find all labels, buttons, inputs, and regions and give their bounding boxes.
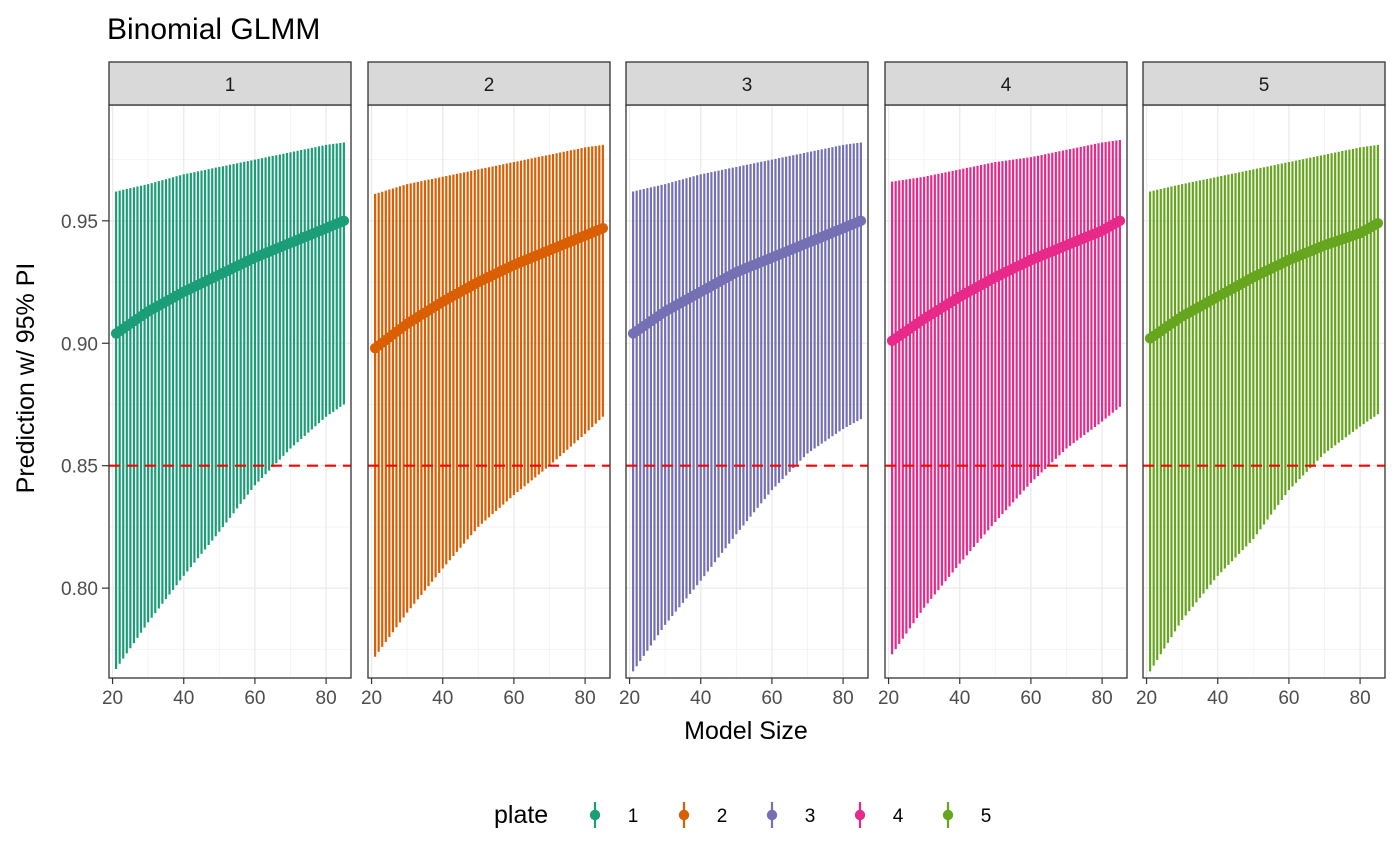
x-tick-label: 40 [173, 688, 194, 709]
y-axis-title: Prediction w/ 95% PI [12, 263, 40, 494]
facet-strip [625, 61, 869, 106]
legend-label: 2 [717, 806, 728, 827]
x-tick-label: 20 [102, 688, 123, 709]
x-axis-title: Model Size [684, 717, 808, 745]
legend-item-5: 5 [942, 802, 992, 828]
legend-key-point [589, 809, 601, 821]
x-tick-label: 60 [244, 688, 265, 709]
x-tick-label: 40 [1207, 688, 1228, 709]
x-tick-label: 60 [1278, 688, 1299, 709]
chart-title: Binomial GLMM [107, 13, 320, 46]
facet-strip-label: 2 [484, 75, 495, 96]
x-tick-label: 60 [503, 688, 524, 709]
prediction-point [1114, 215, 1126, 227]
legend-item-1: 1 [589, 802, 639, 828]
x-tick-label: 20 [619, 688, 640, 709]
prediction-point [1372, 218, 1384, 229]
facet-strip [884, 61, 1128, 106]
x-tick-label: 60 [761, 688, 782, 709]
x-tick-label: 20 [361, 688, 382, 709]
legend: plate 1 2 3 4 5 [494, 801, 991, 829]
x-tick-label: 80 [1092, 688, 1113, 709]
y-tick-label: 0.90 [61, 334, 98, 355]
legend-label: 4 [893, 806, 904, 827]
legend-key-point [854, 809, 866, 821]
legend-item-3: 3 [766, 802, 816, 828]
legend-label: 1 [628, 806, 639, 827]
x-tick-label: 60 [1020, 688, 1041, 709]
legend-label: 5 [981, 806, 992, 827]
x-tick-label: 40 [432, 688, 453, 709]
legend-item-4: 4 [854, 802, 904, 828]
facet-strip-label: 5 [1259, 75, 1270, 96]
x-tick-label: 80 [833, 688, 854, 709]
x-tick-label: 40 [690, 688, 711, 709]
facet-panel-5: 5 20 40 60 80 [1136, 61, 1386, 709]
facet-panel-4: 4 20 40 60 80 [878, 61, 1128, 709]
facet-strip-label: 1 [225, 75, 236, 96]
prediction-point [855, 215, 867, 227]
facet-strip-label: 4 [1001, 75, 1012, 96]
legend-title: plate [494, 801, 548, 829]
prediction-point [597, 222, 609, 234]
y-tick-label: 0.95 [61, 212, 98, 233]
facet-panel-1: 1 20 40 60 80 [102, 61, 352, 709]
legend-label: 3 [805, 806, 816, 827]
facet-panel-3: 3 20 40 60 80 [619, 61, 869, 709]
y-tick-label: 0.80 [61, 579, 98, 600]
y-tick-label: 0.85 [61, 457, 98, 478]
legend-key-point [942, 809, 954, 821]
x-tick-label: 80 [316, 688, 337, 709]
legend-item-2: 2 [678, 802, 728, 828]
facet-strip [367, 61, 611, 106]
facet-strip [108, 61, 352, 106]
legend-key-point [766, 809, 778, 821]
facet-panel-2: 2 20 40 60 80 [361, 61, 611, 709]
x-tick-label: 40 [949, 688, 970, 709]
facet-strip [1142, 61, 1386, 106]
x-tick-label: 20 [878, 688, 899, 709]
x-tick-label: 20 [1136, 688, 1157, 709]
x-tick-label: 80 [575, 688, 596, 709]
legend-key-point [678, 809, 690, 821]
facet-strip-label: 3 [742, 75, 753, 96]
y-axis: 0.80 0.85 0.90 0.95 [61, 212, 109, 600]
x-tick-label: 80 [1350, 688, 1371, 709]
prediction-point [338, 215, 350, 227]
